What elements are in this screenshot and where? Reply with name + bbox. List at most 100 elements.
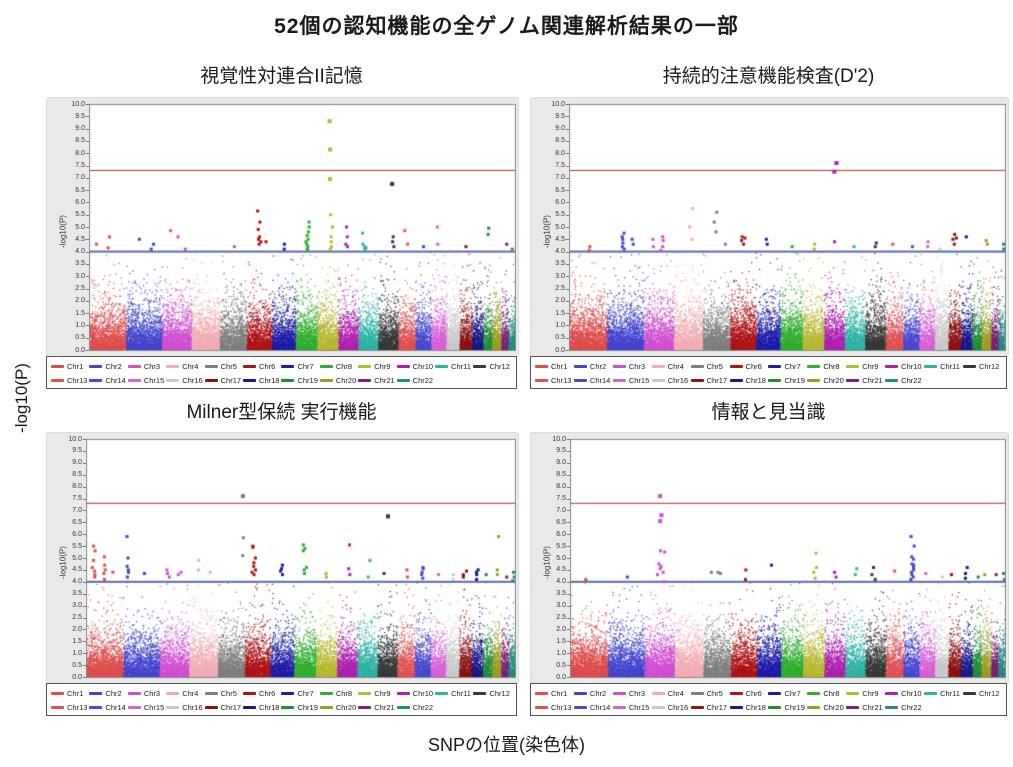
legend-label: Chr9 [862, 361, 879, 371]
legend-swatch [807, 705, 821, 709]
legend-entry: Chr17 [690, 376, 730, 385]
y-tick-mark [83, 605, 86, 607]
legend: Chr1 Chr2 Chr3 Chr4 Chr5 Chr6 Chr7 Chr8 Chr9 Chr1… [530, 683, 1007, 716]
y-tick-mark [566, 177, 569, 179]
y-tick-mark [566, 239, 569, 241]
legend-label: Chr13 [67, 375, 88, 385]
legend-label: Chr16 [182, 375, 203, 385]
y-tick-mark [567, 677, 570, 678]
y-tick-mark [83, 462, 86, 464]
y-tick-label: 3.5 [75, 260, 85, 268]
legend-swatch [319, 691, 333, 695]
y-tick-label: 5.0 [555, 223, 565, 231]
legend-swatch [396, 364, 410, 368]
legend-entry: Chr13 [51, 376, 89, 385]
legend-swatch [51, 705, 64, 709]
legend-entry: Chr22 [396, 703, 435, 712]
legend-entry: Chr11 [924, 689, 963, 698]
legend-label: Chr2 [105, 361, 122, 371]
legend-swatch [358, 364, 372, 368]
y-tick-label: 4.0 [75, 248, 85, 256]
y-tick-mark [566, 251, 569, 253]
legend-label: Chr21 [862, 702, 883, 712]
y-tick-mark [567, 605, 570, 607]
legend-label: Chr20 [823, 702, 844, 712]
y-tick-mark [566, 337, 569, 339]
y-tick-label: 1.0 [555, 321, 565, 329]
y-tick-label: 7.5 [556, 495, 566, 502]
y-tick-label: 1.0 [556, 649, 566, 657]
y-tick-label: 9.5 [72, 447, 82, 455]
y-tick-label: 0.5 [75, 334, 85, 342]
legend-entry: Chr11 [435, 689, 473, 698]
legend-label: Chr14 [589, 375, 611, 385]
y-tick-label: 8.5 [555, 137, 565, 145]
y-tick-mark [567, 462, 570, 464]
y-tick-label: 3.5 [556, 590, 566, 598]
legend-swatch [690, 378, 704, 382]
legend-entry: Chr20 [319, 703, 358, 712]
legend-label: Chr18 [259, 375, 280, 385]
y-tick-mark [567, 653, 570, 655]
y-tick-label: 7.5 [72, 495, 82, 502]
legend-label: Chr22 [412, 375, 434, 385]
y-tick-mark [83, 653, 86, 655]
y-tick-mark [86, 190, 89, 192]
legend-entry: Chr18 [243, 376, 281, 385]
y-tick-mark [86, 165, 89, 167]
legend-label: Chr19 [784, 702, 805, 712]
y-tick-label: 4.0 [556, 578, 566, 586]
legend-label: Chr16 [667, 702, 689, 712]
legend-label: Chr17 [706, 702, 728, 712]
legend-label: Chr14 [105, 375, 126, 385]
y-tick-label: 10.0 [552, 435, 566, 443]
y-tick-label: 0.5 [72, 661, 82, 669]
y-tick-mark [83, 558, 86, 559]
y-tick-mark [567, 581, 570, 583]
legend-label: Chr10 [901, 361, 922, 371]
y-tick-mark [86, 128, 89, 130]
y-tick-label: 4.5 [556, 566, 566, 574]
y-tick-label: 7.0 [75, 174, 85, 182]
legend-swatch [127, 705, 141, 709]
legend-entry: Chr6 [729, 362, 769, 371]
legend-swatch [651, 705, 665, 709]
legend-row: Chr1 Chr2 Chr3 Chr4 Chr5 Chr6 Chr7 Chr8 Chr9 Chr1… [51, 686, 513, 700]
legend-entry: Chr21 [846, 376, 885, 385]
legend-label: Chr12 [978, 361, 1000, 371]
global-y-axis-label: -log10(P) [12, 363, 31, 433]
legend-label: Chr15 [628, 375, 650, 385]
legend-entry: Chr13 [535, 703, 574, 712]
legend-swatch [846, 378, 860, 382]
y-tick-label: 4.0 [72, 578, 82, 586]
legend-entry: Chr19 [281, 376, 319, 385]
y-tick-label: 8.0 [75, 149, 85, 157]
legend-entry: Chr11 [435, 362, 473, 371]
y-tick-mark [83, 593, 86, 595]
legend-swatch [612, 691, 626, 695]
panel-title: 視覚性対連合II記憶 [200, 66, 363, 87]
y-tick-label: 5.0 [556, 554, 566, 562]
legend-swatch [281, 705, 295, 709]
y-tick-mark [86, 325, 89, 327]
legend-label: Chr10 [901, 688, 922, 698]
legend-entry: Chr9 [846, 689, 885, 698]
y-tick-label: 1.5 [555, 309, 565, 317]
legend-swatch [729, 378, 743, 382]
legend-swatch [243, 378, 257, 382]
y-tick-label: 5.5 [555, 211, 565, 219]
panel-title: 持続的注意機能検査(D'2) [662, 66, 875, 87]
legend-label: Chr11 [451, 688, 471, 698]
legend-entry: Chr1 [51, 689, 89, 698]
legend-entry: Chr3 [612, 689, 652, 698]
legend-label: Chr7 [784, 688, 801, 698]
y-tick-mark [86, 337, 89, 339]
y-tick-label: 6.0 [555, 198, 565, 206]
legend-label: Chr1 [67, 688, 84, 698]
panel-y-axis-label: -log10(P) [58, 215, 68, 248]
legend-entry: Chr11 [924, 362, 963, 371]
panel-title: Milner型保続 実行機能 [186, 402, 377, 423]
y-tick-mark [83, 439, 86, 440]
legend-label: Chr18 [259, 702, 280, 712]
legend-label: Chr17 [220, 375, 242, 385]
